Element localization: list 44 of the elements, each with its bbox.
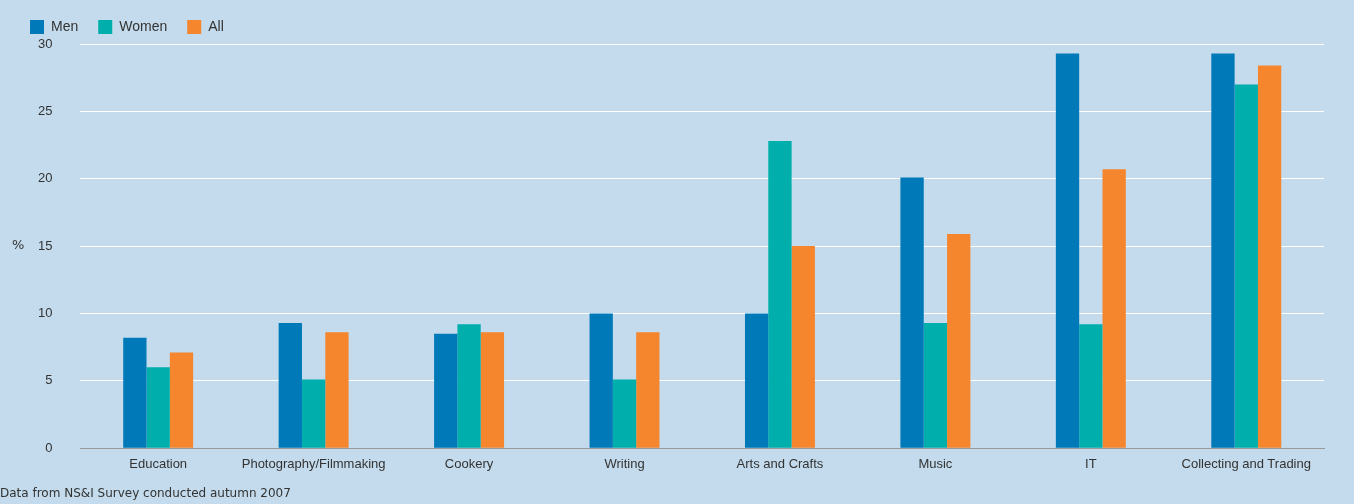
bar xyxy=(1234,84,1258,448)
bar xyxy=(434,333,458,448)
bar xyxy=(900,177,924,448)
y-tick-label: 30 xyxy=(37,35,53,51)
x-tick-label: Collecting and Trading xyxy=(1181,455,1311,471)
bar xyxy=(123,337,147,448)
legend-label: Women xyxy=(119,17,168,34)
x-tick-label: Writing xyxy=(604,455,645,471)
bar xyxy=(1102,169,1126,448)
x-tick-label: Education xyxy=(129,455,188,471)
x-tick-label: IT xyxy=(1085,455,1097,471)
bar xyxy=(1211,53,1235,448)
y-tick-label: 25 xyxy=(37,102,53,118)
x-tick-label: Arts and Crafts xyxy=(736,455,824,471)
bar xyxy=(146,367,170,448)
x-tick-label: Photography/Filmmaking xyxy=(241,455,386,471)
y-tick-label: 10 xyxy=(37,305,53,321)
bar xyxy=(325,332,349,448)
bar xyxy=(457,324,481,448)
y-axis-title: % xyxy=(12,237,25,253)
y-tick-label: 0 xyxy=(45,439,53,455)
legend-label: All xyxy=(208,17,224,34)
bar xyxy=(278,322,302,448)
bar xyxy=(1257,65,1282,448)
y-tick-label: 5 xyxy=(45,372,53,388)
bar xyxy=(744,313,769,448)
legend-label: Men xyxy=(51,17,79,34)
bar xyxy=(636,332,660,448)
y-tick-label: 20 xyxy=(37,170,53,186)
bar xyxy=(301,379,326,448)
bar xyxy=(923,322,948,448)
text: Data from NS&I Survey conducted autumn 2007 xyxy=(0,486,291,500)
bar xyxy=(169,352,194,448)
bar xyxy=(480,332,505,448)
bar xyxy=(1055,53,1080,448)
bar xyxy=(791,246,815,448)
x-tick-label: Music xyxy=(918,455,953,471)
bar xyxy=(1079,324,1103,448)
bar xyxy=(947,233,971,448)
bar xyxy=(768,141,792,448)
bar xyxy=(589,313,613,448)
x-tick-label: Cookery xyxy=(444,455,494,471)
y-tick-label: 15 xyxy=(37,237,53,253)
bar xyxy=(612,379,637,448)
